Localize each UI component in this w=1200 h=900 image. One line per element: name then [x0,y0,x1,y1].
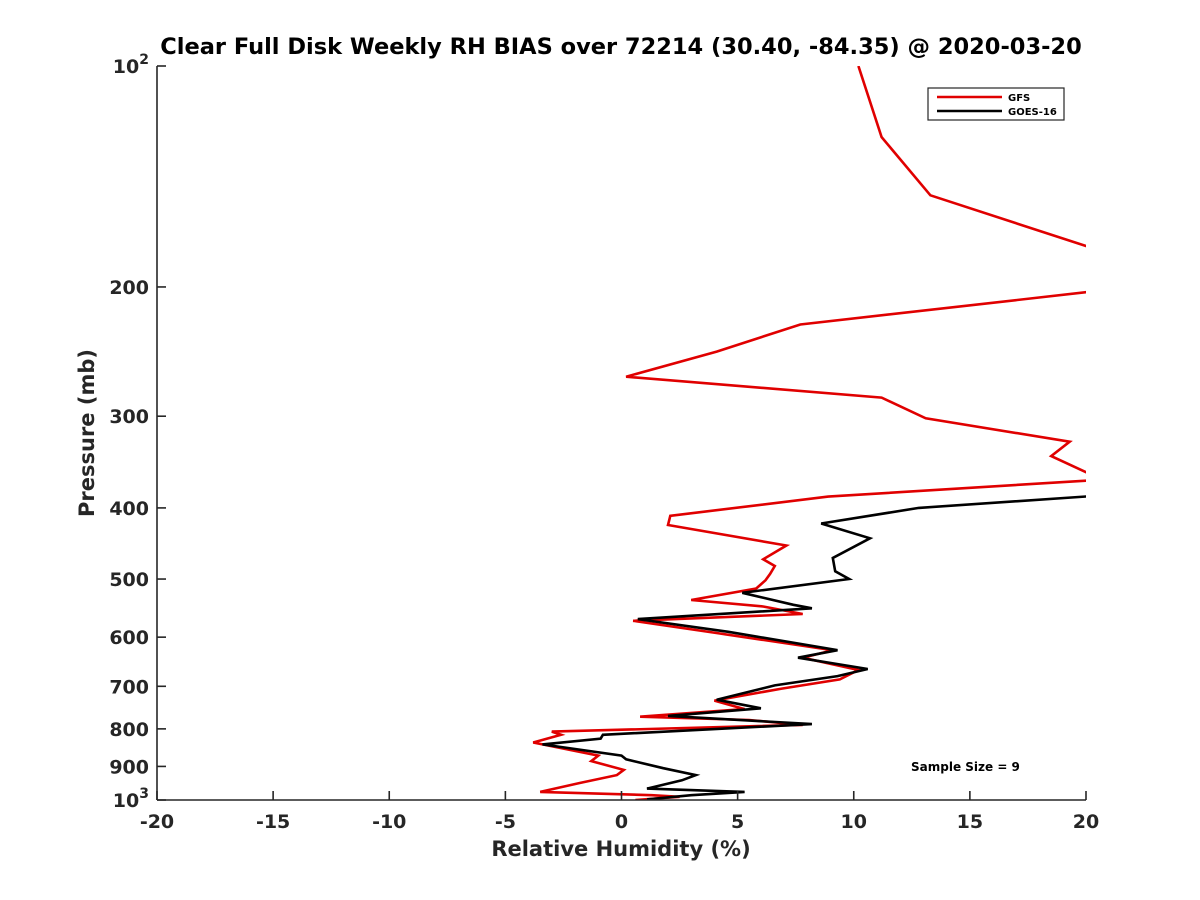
series-layer [532,66,1086,800]
y-tick-label: 300 [109,406,149,428]
legend-label-goes16: GOES-16 [1008,107,1057,118]
x-tick-label: -5 [495,811,516,833]
y-axis-label: Pressure (mb) [75,349,99,517]
legend-box [927,87,1065,121]
y-tick-label: 102 [113,52,149,78]
legend: GFS GOES-16 [927,87,1065,121]
x-tick-label: 0 [615,811,628,833]
x-tick-label: 10 [841,811,867,833]
x-tick-label: -15 [256,811,290,833]
x-tick-label: -10 [372,811,406,833]
x-tick-label: 5 [731,811,744,833]
chart-title: Clear Full Disk Weekly RH BIAS over 7221… [160,34,1082,60]
y-tick-label: 600 [109,627,149,649]
y-tick-label: 103 [113,786,149,812]
legend-label-gfs: GFS [1008,93,1030,104]
series-line-goes16 [542,495,1086,800]
y-tick-label: 800 [109,719,149,741]
series-line-gfs [532,66,1086,800]
y-tick-label: 700 [109,676,149,698]
x-tick-label: 20 [1073,811,1099,833]
y-tick-label: 200 [109,277,149,299]
x-tick-label: 15 [957,811,983,833]
x-tick-label: -20 [140,811,174,833]
axes-layer: -20 -15 -10 -5 0 5 10 15 20 102 200 300 400 500 600 700… [109,52,1099,833]
y-tick-label: 500 [109,569,149,591]
sample-size-annotation: Sample Size = 9 [911,760,1020,774]
plot-area: -20 -15 -10 -5 0 5 10 15 20 102 200 300 400 500 600 700… [109,52,1099,833]
y-tick-label: 400 [109,498,149,520]
x-axis-label: Relative Humidity (%) [491,837,750,861]
y-tick-label: 900 [109,756,149,778]
